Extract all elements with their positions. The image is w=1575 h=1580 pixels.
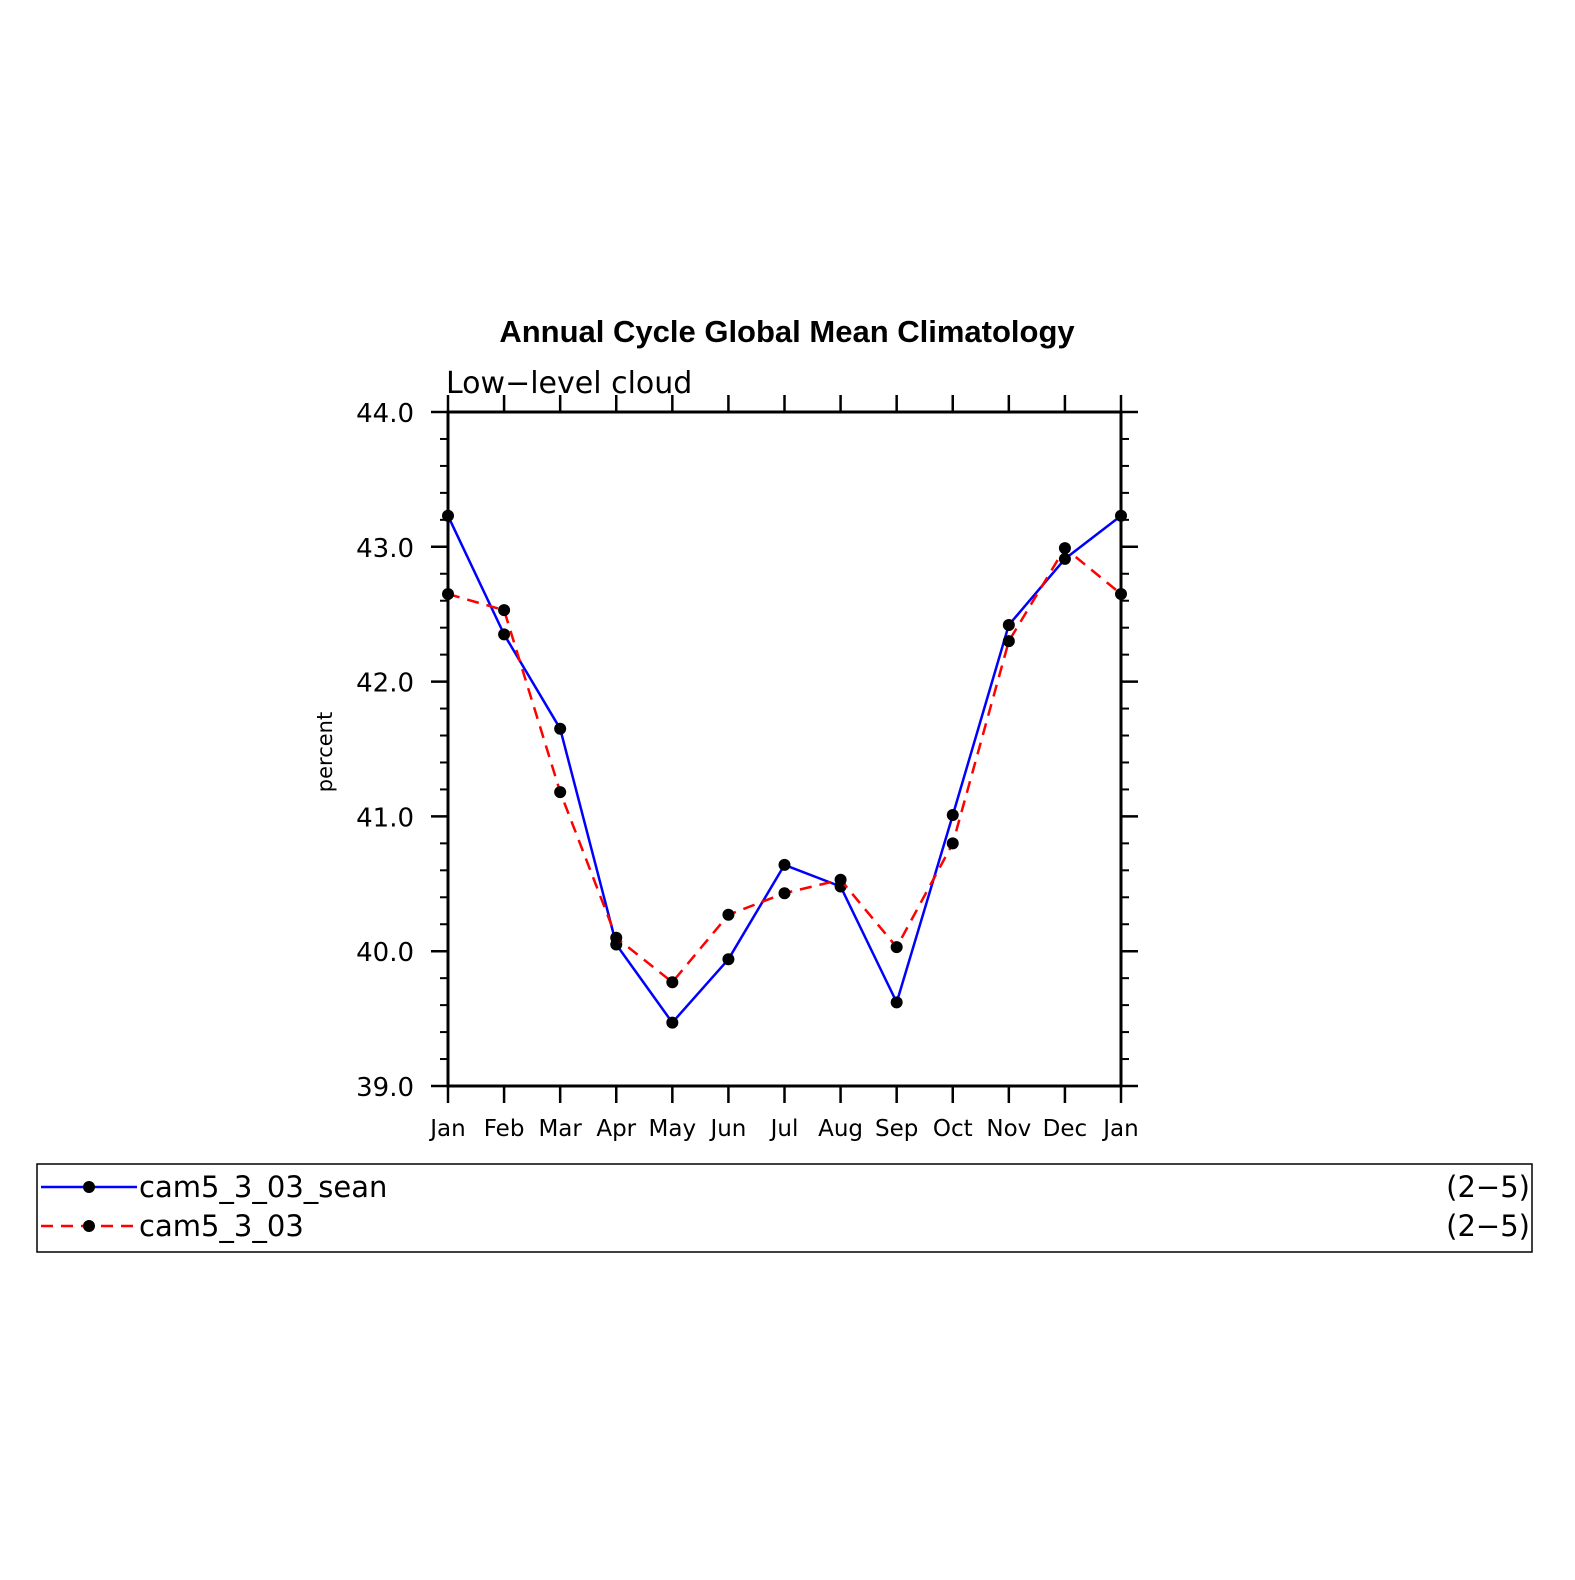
series-line-cam5_3_03_sean (446, 514, 1122, 1024)
x-tick-label: Apr (596, 1116, 636, 1142)
x-tick-label: Oct (933, 1116, 973, 1142)
y-tick-label: 41.0 (356, 803, 414, 833)
y-tick-label: 44.0 (356, 399, 414, 429)
data-point-cam5_3_03-7 (834, 873, 847, 886)
data-point-cam5_3_03_sean-12 (1115, 509, 1127, 522)
legend-label: cam5_3_03_sean (139, 1170, 387, 1204)
chart-title: Annual Cycle Global Mean Climatology (499, 314, 1075, 349)
data-point-cam5_3_03-11 (1058, 542, 1071, 555)
legend-box (36, 1163, 1533, 1253)
data-point-cam5_3_03-10 (1002, 635, 1015, 648)
y-tick-label: 43.0 (356, 534, 414, 564)
data-point-cam5_3_03-8 (890, 941, 903, 954)
x-tick-label: Dec (1043, 1116, 1088, 1142)
legend-note: (2−5) (1446, 1170, 1530, 1204)
y-tick-label: 42.0 (356, 669, 414, 699)
x-tick-label: Jul (769, 1116, 799, 1142)
data-point-cam5_3_03_sean-4 (666, 1016, 679, 1029)
series-cam5_3_03 (442, 542, 1127, 989)
data-point-cam5_3_03_sean-5 (722, 953, 735, 966)
data-point-cam5_3_03-0 (442, 587, 454, 600)
x-tick-label: Jan (428, 1116, 465, 1142)
legend-marker-cam5_3_03 (83, 1220, 95, 1232)
x-tick-label: Jun (708, 1116, 746, 1142)
data-point-cam5_3_03_sean-11 (1058, 552, 1071, 565)
data-point-cam5_3_03-3 (610, 931, 623, 944)
data-point-cam5_3_03-2 (554, 786, 567, 799)
data-point-cam5_3_03-1 (498, 604, 511, 617)
data-point-cam5_3_03_sean-1 (498, 628, 511, 641)
x-tick-label: Jan (1101, 1116, 1138, 1142)
data-point-cam5_3_03_sean-0 (442, 509, 454, 522)
plot-frame (446, 410, 1123, 1088)
data-point-cam5_3_03_sean-8 (890, 996, 903, 1009)
data-point-cam5_3_03_sean-9 (946, 809, 959, 822)
x-tick-label: May (649, 1116, 697, 1142)
legend-label: cam5_3_03 (139, 1209, 304, 1243)
data-point-cam5_3_03-12 (1115, 587, 1127, 600)
x-tick-label: Aug (818, 1116, 863, 1142)
data-point-cam5_3_03-6 (778, 887, 791, 900)
legend-note: (2−5) (1446, 1209, 1530, 1243)
x-tick-label: Sep (875, 1116, 918, 1142)
series-cam5_3_03_sean (442, 509, 1127, 1029)
y-axis-label: percent (313, 712, 337, 792)
data-point-cam5_3_03_sean-2 (554, 722, 567, 735)
axes: 39.0 40.0 41.0 42.0 43.0 44.0 Jan Feb Mar Apr May J… (356, 395, 1139, 1142)
chart-subtitle: Low−level cloud (446, 366, 692, 401)
legend: cam5_3_03_sean (2−5) cam5_3_03 (2−5) (36, 1163, 1533, 1253)
data-point-cam5_3_03_sean-6 (778, 858, 791, 871)
x-tick-label: Mar (538, 1116, 582, 1142)
series-layer (442, 509, 1127, 1029)
x-tick-label: Feb (484, 1116, 525, 1142)
x-tick-label: Nov (986, 1116, 1031, 1142)
legend-marker-cam5_3_03_sean (83, 1181, 95, 1193)
data-point-cam5_3_03-4 (666, 976, 679, 989)
data-point-cam5_3_03-9 (946, 837, 959, 850)
y-tick-label: 39.0 (356, 1073, 414, 1103)
data-point-cam5_3_03_sean-10 (1002, 618, 1015, 631)
data-point-cam5_3_03-5 (722, 908, 735, 921)
y-tick-label: 40.0 (356, 938, 414, 968)
